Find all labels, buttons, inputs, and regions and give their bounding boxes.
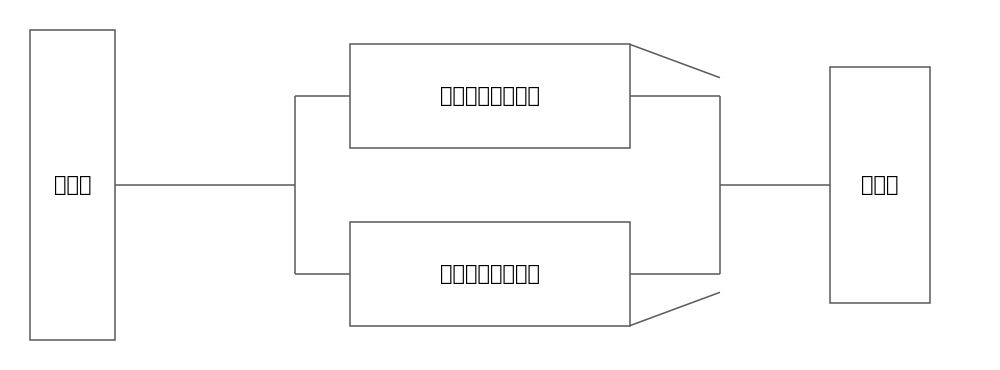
- Bar: [830, 67, 930, 303]
- Text: 输入层: 输入层: [54, 175, 91, 195]
- Bar: [350, 44, 630, 148]
- Bar: [350, 222, 630, 326]
- Text: 分类器: 分类器: [861, 175, 899, 195]
- Text: 第一神经网络模块: 第一神经网络模块: [440, 86, 540, 106]
- Text: 第二神经网络模块: 第二神经网络模块: [440, 264, 540, 284]
- Bar: [30, 30, 115, 340]
